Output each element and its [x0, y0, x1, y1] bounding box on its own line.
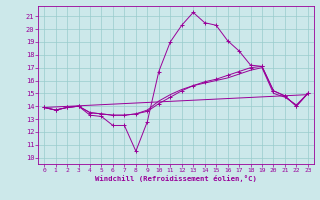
X-axis label: Windchill (Refroidissement éolien,°C): Windchill (Refroidissement éolien,°C)	[95, 175, 257, 182]
